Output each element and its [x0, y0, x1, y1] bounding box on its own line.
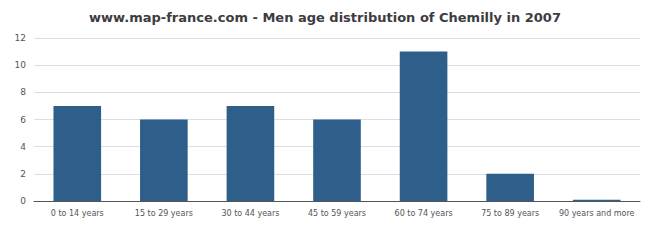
svg-text:12: 12: [15, 33, 26, 43]
svg-text:2: 2: [20, 169, 26, 179]
svg-text:6: 6: [20, 115, 26, 125]
svg-text:90 years and more: 90 years and more: [559, 209, 635, 218]
svg-text:www.map-france.com - Men age d: www.map-france.com - Men age distributio…: [89, 10, 561, 25]
svg-text:75 to 89 years: 75 to 89 years: [481, 209, 539, 218]
svg-text:0 to 14 years: 0 to 14 years: [51, 209, 104, 218]
svg-text:30 to 44 years: 30 to 44 years: [221, 209, 279, 218]
svg-text:60 to 74 years: 60 to 74 years: [395, 209, 453, 218]
svg-text:15 to 29 years: 15 to 29 years: [135, 209, 193, 218]
svg-text:0: 0: [20, 196, 26, 206]
svg-text:45 to 59 years: 45 to 59 years: [308, 209, 366, 218]
svg-text:8: 8: [20, 87, 26, 97]
svg-text:4: 4: [20, 142, 26, 152]
svg-text:10: 10: [15, 60, 27, 70]
